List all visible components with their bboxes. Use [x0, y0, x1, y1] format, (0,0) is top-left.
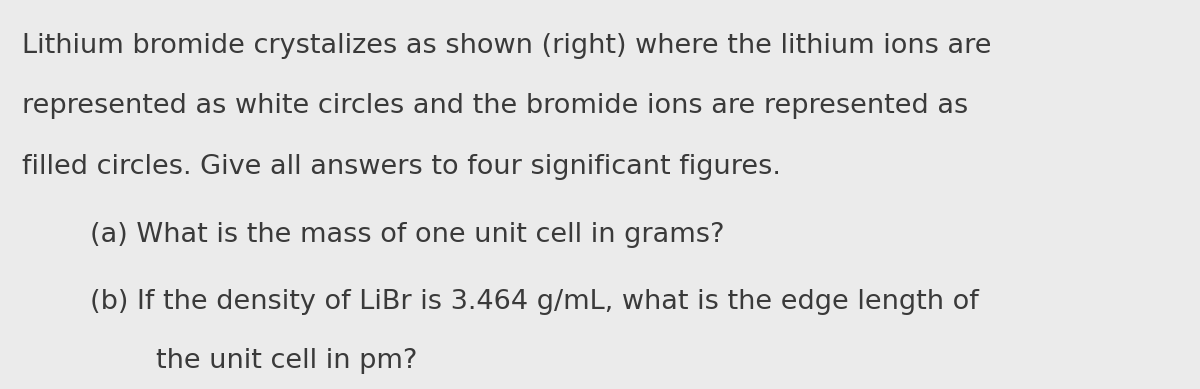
- Text: represented as white circles and the bromide ions are represented as: represented as white circles and the bro…: [22, 93, 968, 119]
- Text: filled circles. Give all answers to four significant figures.: filled circles. Give all answers to four…: [22, 154, 780, 180]
- Text: (b) If the density of LiBr is 3.464 g/mL, what is the edge length of: (b) If the density of LiBr is 3.464 g/mL…: [90, 289, 979, 315]
- Text: the unit cell in pm?: the unit cell in pm?: [156, 348, 418, 374]
- Text: (a) What is the mass of one unit cell in grams?: (a) What is the mass of one unit cell in…: [90, 222, 725, 248]
- Text: Lithium bromide crystalizes as shown (right) where the lithium ions are: Lithium bromide crystalizes as shown (ri…: [22, 33, 991, 59]
